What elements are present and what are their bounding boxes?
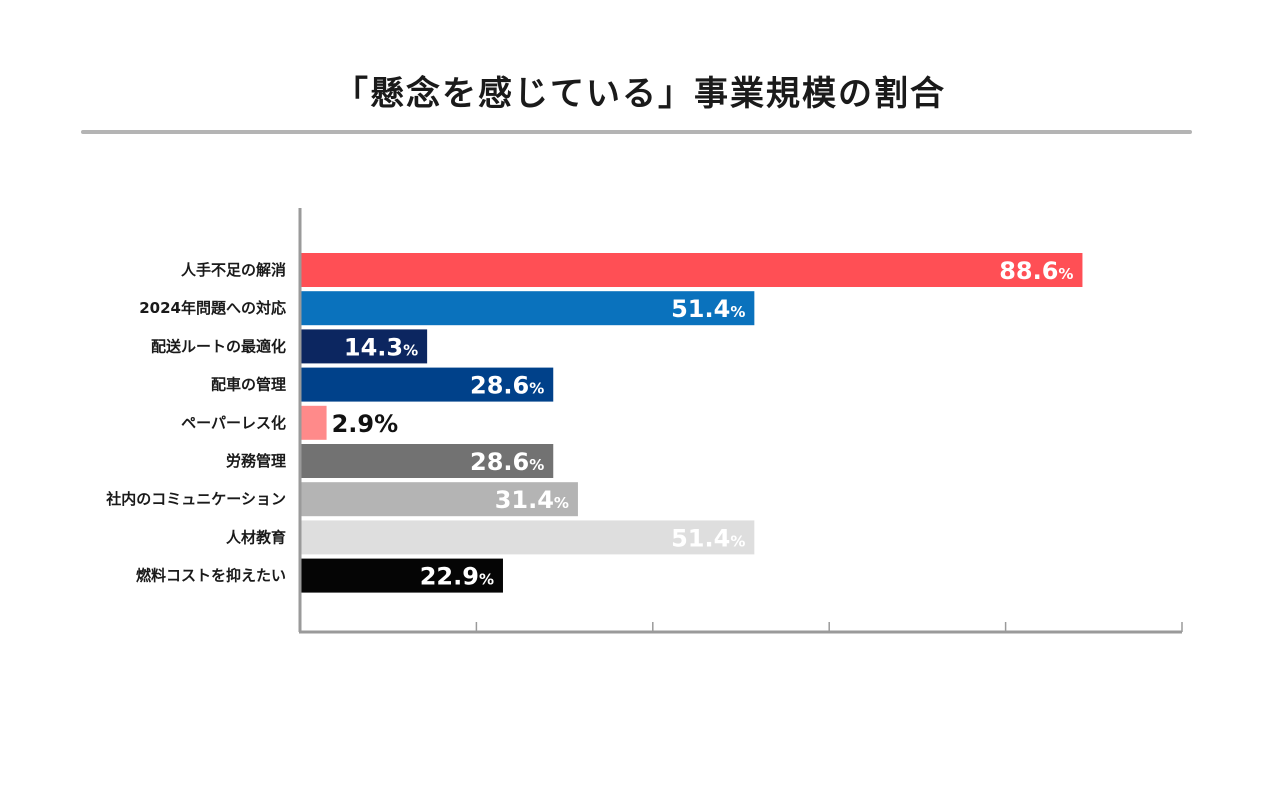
data-label: 22.9% bbox=[420, 563, 494, 591]
category-label: 配車の管理 bbox=[211, 376, 286, 394]
bar bbox=[301, 291, 755, 326]
data-label: 28.6% bbox=[470, 448, 544, 476]
data-label: 31.4% bbox=[495, 486, 569, 514]
category-label: ペーパーレス化 bbox=[181, 414, 286, 432]
title-divider bbox=[81, 130, 1192, 134]
bar bbox=[301, 482, 578, 517]
category-label: 労務管理 bbox=[226, 452, 286, 470]
bar bbox=[301, 253, 1083, 287]
category-label: 2024年問題への対応 bbox=[139, 299, 286, 317]
category-label: 燃料コストを抑えたい bbox=[136, 567, 286, 585]
bar bbox=[301, 444, 554, 478]
category-label: 配送ルートの最適化 bbox=[151, 337, 286, 355]
data-label: 51.4% bbox=[671, 295, 745, 323]
data-label: 88.6% bbox=[999, 257, 1073, 285]
data-label: 51.4% bbox=[671, 524, 745, 552]
bar bbox=[301, 405, 327, 440]
category-label: 人手不足の解消 bbox=[181, 261, 286, 279]
data-label: 28.6% bbox=[470, 372, 544, 400]
bar bbox=[301, 329, 428, 364]
bar bbox=[301, 558, 503, 593]
chart-title: 「懸念を感じている」事業規模の割合 bbox=[334, 74, 946, 114]
category-label: 社内のコミュニケーション bbox=[105, 490, 286, 508]
bar bbox=[301, 520, 755, 555]
data-label: 2.9% bbox=[332, 410, 399, 438]
bar bbox=[301, 367, 554, 402]
category-label: 人材教育 bbox=[226, 528, 286, 546]
data-label: 14.3% bbox=[344, 333, 418, 361]
